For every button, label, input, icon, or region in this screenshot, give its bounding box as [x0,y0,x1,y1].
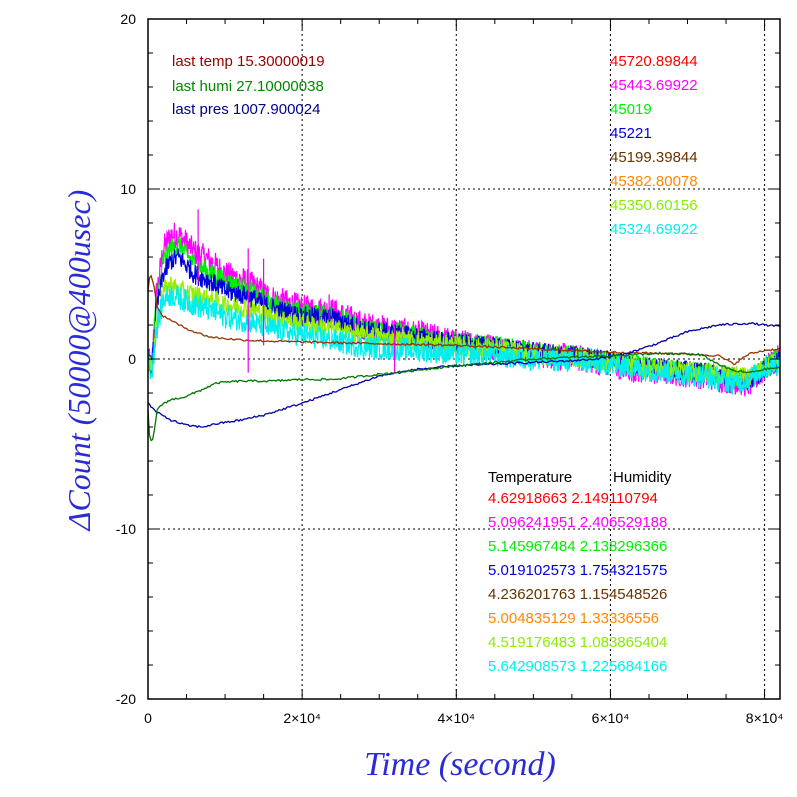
coef-row-4: 5.019102573 1.754321575 [488,562,667,579]
channel-value-7: 45350.60156 [610,197,698,214]
channel-value-5: 45199.39844 [610,149,698,166]
coef-row-3: 5.145967484 2.138296366 [488,538,667,555]
coef-row-6: 5.004835129 1.33336556 [488,610,659,627]
x-axis-title: Time (second) [364,746,556,783]
y-tick-label: 20 [120,11,136,27]
coef-row-2: 5.096241951 2.406529188 [488,514,667,531]
y-tick-label: -20 [116,691,136,707]
y-tick-label: 10 [120,181,136,197]
coef-row-1: 4.62918663 2.149110794 [488,490,658,507]
axis-ticks [147,18,780,700]
last-humi-text: last humi 27.10000038 [172,78,324,95]
x-tick-label: 6×10⁴ [592,710,630,726]
last-pres-text: last pres 1007.900024 [172,101,320,118]
x-tick-label: 4×10⁴ [438,710,476,726]
y-axis-title: ΔCount (50000@400usec) [61,190,97,533]
series-line-8 [147,352,781,442]
channel-value-4: 45221 [610,125,652,142]
coef-header-temperature: Temperature [488,469,572,486]
y-tick-label: -10 [116,521,136,537]
series-layer [147,222,781,442]
y-tick-label: 0 [128,351,136,367]
coef-header-humidity: Humidity [613,469,672,486]
coef-row-5: 4.236201763 1.154548526 [488,586,667,603]
channel-value-8: 45324.69922 [610,221,698,238]
coef-row-8: 5.642908573 1.225684166 [488,658,667,675]
x-tick-label: 0 [144,710,152,726]
axis-tick-labels: 0 2×10⁴ 4×10⁴ 6×10⁴ 8×10⁴ 20 10 0 -10 -20 [116,11,784,726]
last-values-annotation: last temp 15.30000019 last humi 27.10000… [172,53,325,118]
channel-value-6: 45382.80078 [610,173,698,190]
channel-value-3: 45019 [610,101,652,118]
channel-values-annotation: 45720.89844 45443.69922 45019 45221 4519… [610,53,698,238]
x-tick-label: 8×10⁴ [746,710,784,726]
coef-row-7: 4.519176483 1.083865404 [488,634,667,651]
channel-value-1: 45720.89844 [610,53,698,70]
channel-value-2: 45443.69922 [610,77,698,94]
spike-layer [197,209,396,373]
last-temp-text: last temp 15.30000019 [172,53,325,70]
x-tick-label: 2×10⁴ [283,710,321,726]
coefficient-table: Temperature Humidity 4.62918663 2.149110… [488,469,672,675]
